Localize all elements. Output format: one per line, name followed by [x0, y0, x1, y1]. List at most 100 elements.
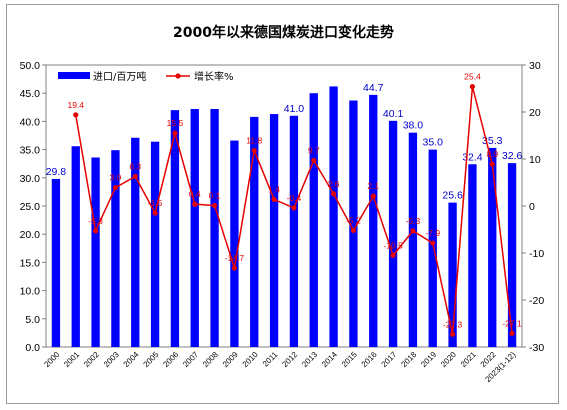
legend-bar-label: 进口/百万吨 [93, 70, 146, 83]
x-axis-tick-label: 2020 [439, 350, 458, 369]
bar-data-label: 41.0 [284, 103, 305, 115]
x-axis-tick-label: 2008 [201, 350, 220, 369]
x-axis-tick-label: 2014 [320, 350, 339, 369]
bar-data-label: 40.1 [383, 108, 404, 120]
bar [329, 86, 338, 347]
bar [210, 108, 219, 347]
growth-rate-point [390, 252, 396, 258]
growth-rate-point [469, 84, 476, 90]
left-axis-tick-label: 35.0 [20, 145, 41, 157]
right-axis-tick-label: 30 [529, 60, 541, 72]
growth-rate-point [410, 228, 416, 234]
bar [111, 150, 120, 347]
left-axis-tick-label: 10.0 [20, 286, 41, 298]
bar [289, 115, 299, 347]
x-axis-tick-label: 2006 [161, 350, 180, 369]
bar [428, 149, 437, 347]
bar [408, 132, 418, 347]
growth-rate-point [152, 210, 158, 216]
growth-rate-label: -5.2 [346, 215, 361, 225]
bar [468, 164, 477, 347]
x-axis-tick-label: 2017 [380, 350, 399, 369]
growth-rate-label: 1.4 [268, 184, 280, 194]
growth-rate-label: 9.7 [308, 145, 320, 155]
bar [349, 100, 358, 347]
growth-rate-label: -5.3 [88, 216, 103, 226]
growth-rate-label: -27.3 [443, 319, 463, 329]
left-axis-tick-label: 20.0 [20, 229, 41, 241]
right-axis-tick-label: 10 [529, 154, 541, 166]
x-axis-tick-label: 2007 [181, 350, 200, 369]
growth-rate-point [291, 205, 297, 211]
growth-rate-point [211, 202, 218, 209]
growth-rate-point [172, 130, 178, 136]
right-axis-tick-label: -20 [529, 295, 544, 307]
x-axis-tick-label: 2010 [241, 350, 260, 369]
growth-rate-label: 3.9 [110, 173, 122, 183]
bar-data-label: 29.8 [46, 166, 67, 178]
x-axis-tick-label: 2000 [42, 350, 61, 369]
x-axis-tick-label: 2019 [419, 350, 438, 369]
bar [269, 114, 279, 348]
growth-rate-point [449, 331, 456, 337]
x-axis-tick-label: 2015 [340, 350, 359, 369]
growth-rate-point [509, 330, 515, 336]
growth-rate-point [271, 196, 277, 203]
bar [51, 178, 61, 347]
bar [71, 146, 80, 347]
growth-rate-label: -14.7 [225, 253, 245, 263]
x-axis-tick-label: 2004 [122, 350, 141, 369]
bar [230, 140, 239, 347]
right-axis-tick-label: 0 [529, 201, 535, 213]
growth-rate-label: -1.5 [148, 198, 163, 208]
growth-rate-label: 2.6 [328, 179, 340, 189]
legend-bar-swatch [58, 72, 90, 79]
x-axis-tick-label: 2003 [102, 350, 121, 369]
bar [488, 147, 497, 347]
left-axis-tick-label: 25.0 [20, 201, 41, 213]
bar-data-label: 38.0 [403, 120, 424, 132]
growth-rate-label: 6.3 [129, 161, 141, 171]
legend-line-marker [175, 73, 181, 79]
bar [91, 157, 100, 347]
chart-title: 2000年以来德国煤炭进口变化走势 [173, 25, 394, 41]
x-axis-tick-label: 2016 [360, 350, 379, 369]
growth-rate-point [311, 157, 317, 164]
x-axis-tick-label: 2005 [142, 350, 161, 369]
growth-rate-label: -7.9 [425, 228, 440, 238]
growth-rate-point [350, 227, 357, 234]
growth-rate-label: 25.4 [464, 72, 481, 82]
left-axis-tick-label: 15.0 [20, 257, 41, 269]
left-axis-tick-label: 40.0 [20, 116, 41, 128]
x-axis-tick-label: 2011 [261, 350, 280, 369]
growth-rate-label: 0.1 [209, 191, 221, 201]
bar-data-label: 35.0 [423, 137, 444, 149]
x-axis-tick-label: 2021 [459, 350, 478, 369]
growth-rate-point [73, 112, 79, 118]
right-axis-tick-label: -30 [529, 342, 544, 354]
growth-rate-label: -27.1 [502, 318, 522, 328]
growth-rate-point [112, 185, 119, 191]
growth-rate-label: 11.8 [246, 136, 262, 146]
growth-rate-point [132, 173, 138, 179]
x-axis-tick-label: 2001 [62, 350, 81, 369]
bar-data-label: 32.4 [462, 151, 483, 163]
bar-data-label: 44.7 [363, 82, 384, 94]
growth-rate-label: -5.3 [406, 216, 421, 226]
left-axis-tick-label: 45.0 [20, 88, 41, 100]
bar [448, 202, 457, 347]
growth-rate-label: 19.4 [67, 100, 84, 110]
x-axis-tick-label: 2002 [82, 350, 101, 369]
growth-rate-label: -10.5 [383, 240, 403, 250]
x-axis-tick-label: 2018 [399, 350, 418, 369]
growth-rate-label: 15.5 [167, 118, 184, 128]
left-axis-tick-label: 30.0 [20, 173, 41, 185]
left-axis-tick-label: 50.0 [20, 60, 41, 72]
right-axis-tick-label: -10 [529, 248, 544, 260]
growth-rate-point [430, 240, 436, 246]
growth-rate-label: 2.1 [367, 181, 379, 191]
growth-rate-label: -0.4 [287, 193, 302, 203]
x-axis-tick-label: 2009 [221, 350, 240, 369]
left-axis-tick-label: 5.0 [25, 314, 40, 326]
